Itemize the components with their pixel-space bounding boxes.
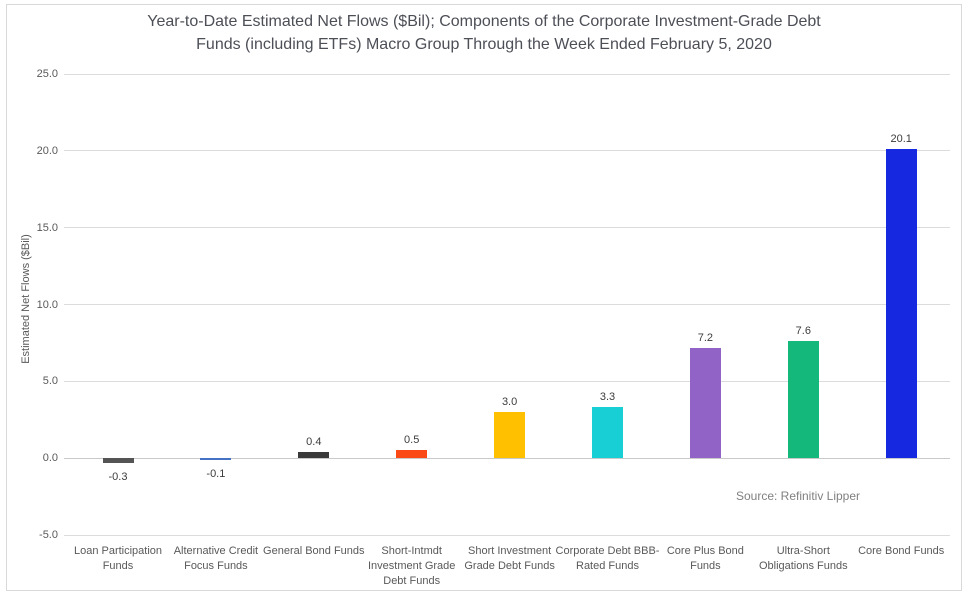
chart-title-line1: Year-to-Date Estimated Net Flows ($Bil);… bbox=[147, 13, 821, 30]
bar-value-label: 0.4 bbox=[306, 436, 322, 449]
bar bbox=[592, 407, 623, 459]
bar bbox=[200, 458, 232, 460]
x-category-label: Core Plus Bond Funds bbox=[666, 545, 744, 572]
x-category-label: Core Bond Funds bbox=[858, 545, 945, 557]
y-tick-label: 10.0 bbox=[36, 298, 58, 311]
y-tick-label: -5.0 bbox=[39, 529, 58, 541]
x-category-label: Ultra-Short Obligations Funds bbox=[758, 545, 848, 572]
bar bbox=[885, 149, 917, 459]
gridline bbox=[64, 150, 950, 152]
x-category-label: Alternative Credit Focus Funds bbox=[173, 545, 259, 572]
y-tick-label: 15.0 bbox=[36, 221, 58, 234]
x-category-label: General Bond Funds bbox=[263, 545, 365, 557]
bar-value-label: 7.6 bbox=[795, 325, 811, 338]
zero-gridline bbox=[64, 457, 950, 459]
bar-value-label: -0.3 bbox=[108, 470, 128, 483]
bar-value-label: 20.1 bbox=[890, 133, 912, 146]
gridline bbox=[64, 73, 950, 75]
chart-title-line2: Funds (including ETFs) Macro Group Throu… bbox=[196, 36, 772, 53]
source-note: Source: Refinitiv Lipper bbox=[735, 489, 861, 503]
y-tick-label: 5.0 bbox=[42, 375, 58, 388]
bar-value-label: 7.2 bbox=[697, 331, 714, 344]
bar bbox=[494, 412, 526, 459]
gridline bbox=[64, 534, 950, 536]
x-category-label: Short Investment Grade Debt Funds bbox=[464, 545, 555, 572]
bar-value-label: 3.0 bbox=[501, 396, 518, 409]
x-category-label: Corporate Debt BBB-Rated Funds bbox=[555, 545, 660, 572]
bar bbox=[298, 452, 330, 459]
x-category-label: Loan Participation Funds bbox=[73, 545, 163, 572]
bar-value-label: 3.3 bbox=[599, 391, 616, 404]
gridline bbox=[64, 380, 950, 382]
chart-title: Year-to-Date Estimated Net Flows ($Bil);… bbox=[0, 10, 968, 56]
y-tick-label: 20.0 bbox=[36, 144, 58, 157]
y-tick-label: 0.0 bbox=[42, 452, 58, 465]
gridline bbox=[64, 227, 950, 229]
y-tick-label: 25.0 bbox=[36, 68, 58, 80]
bar bbox=[787, 341, 819, 459]
bar-value-label: -0.1 bbox=[206, 467, 226, 480]
x-category-label: Short-Intmdt Investment Grade Debt Funds bbox=[367, 545, 456, 587]
bar bbox=[689, 347, 721, 459]
bar bbox=[396, 450, 428, 459]
bar bbox=[102, 458, 134, 463]
bar-value-label: 0.5 bbox=[404, 434, 420, 447]
gridline bbox=[64, 304, 950, 305]
